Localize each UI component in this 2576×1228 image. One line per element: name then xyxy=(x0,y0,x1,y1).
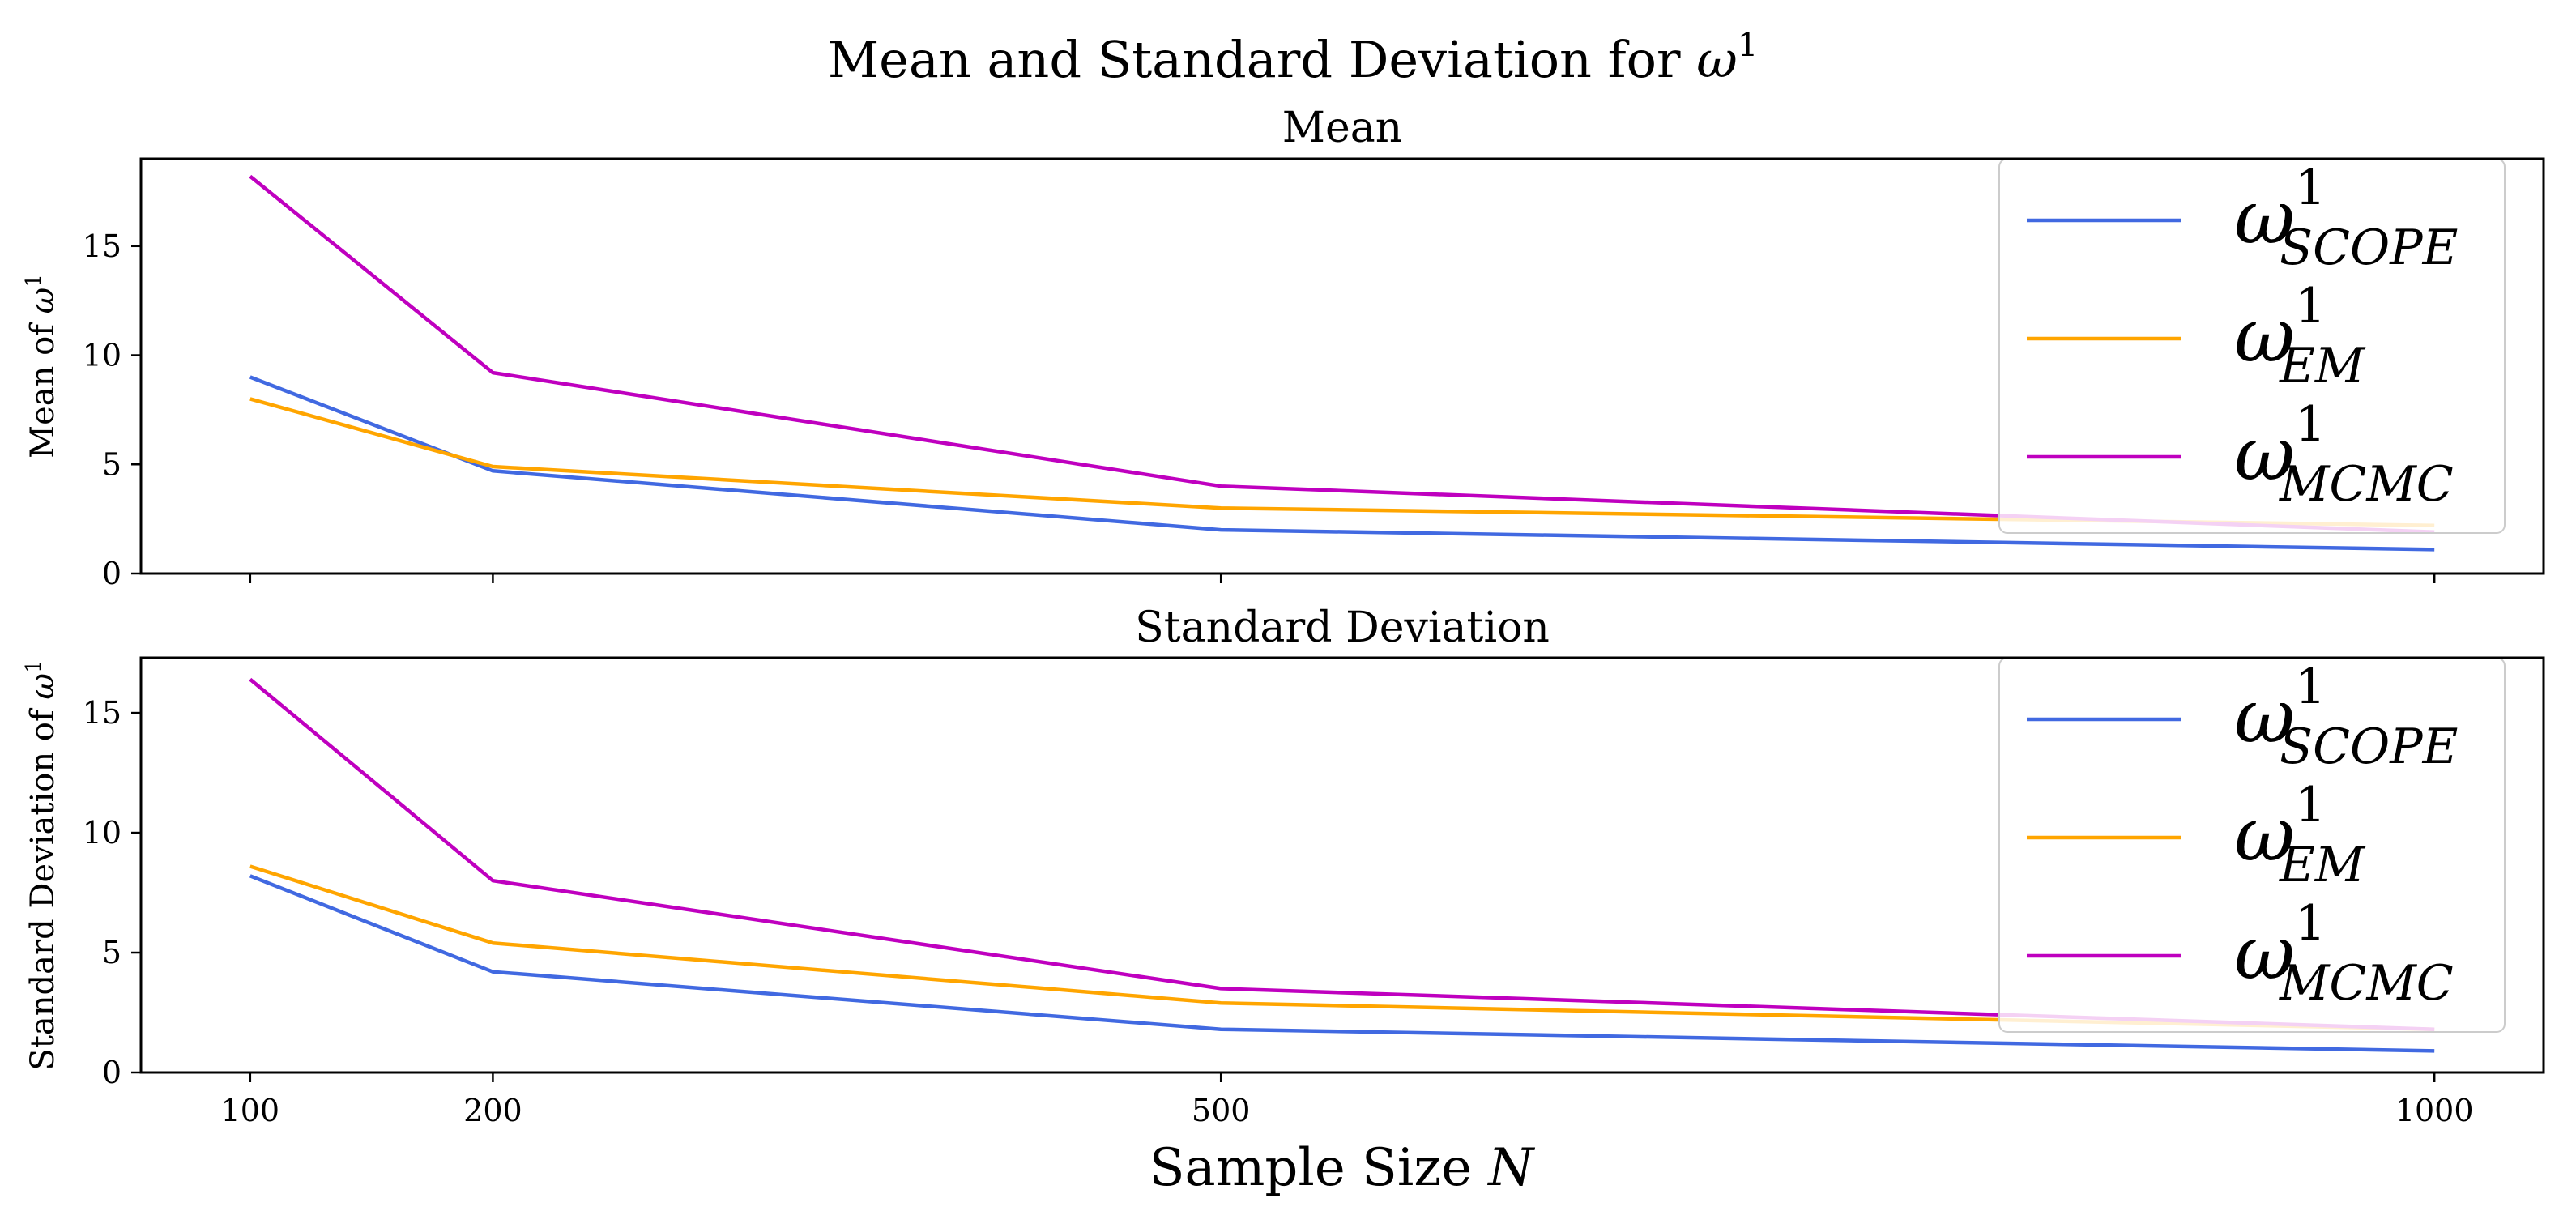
std-series-mcmc-line xyxy=(249,677,2435,1031)
std-y-axis-label-text: Standard Deviation of xyxy=(24,700,62,1071)
mean-legend-em-sup: 1 xyxy=(2295,278,2326,335)
std-y-tick-label: 5 xyxy=(102,935,122,970)
std-legend-em-symbol: ω xyxy=(2234,791,2295,878)
figure-title: Mean and Standard Deviation for ω1 xyxy=(828,27,1759,89)
std-legend-em-sup: 1 xyxy=(2295,777,2326,834)
mean-legend-em-sub: EM xyxy=(2279,338,2366,394)
std-legend-mcmc-label: ω1 MCMC xyxy=(2234,895,2454,1012)
std-x-tick-label: 1000 xyxy=(2395,1093,2474,1128)
std-legend-mcmc-sup: 1 xyxy=(2295,895,2326,952)
mean-legend-scope-symbol: ω xyxy=(2234,174,2295,261)
mean-legend-em-label: ω1 EM xyxy=(2234,278,2366,394)
mean-legend-scope-label: ω1 SCOPE xyxy=(2234,160,2458,276)
mean-series-scope-line xyxy=(249,375,2435,552)
std-legend-scope-symbol: ω xyxy=(2234,673,2295,760)
std-legend-mcmc-symbol: ω xyxy=(2234,910,2295,996)
x-axis-label-symbol: N xyxy=(1486,1138,1535,1198)
mean-panel-title: Mean xyxy=(1282,104,1403,152)
std-legend-em-sub: EM xyxy=(2279,837,2366,893)
mean-legend-em-symbol: ω xyxy=(2234,292,2295,379)
mean-legend-mcmc-symbol: ω xyxy=(2234,411,2295,497)
mean-y-axis-label-text: Mean of xyxy=(24,313,62,458)
mean-legend-mcmc-sub: MCMC xyxy=(2279,456,2454,513)
std-legend-scope-sup: 1 xyxy=(2295,659,2326,715)
mean-series-mcmc-line xyxy=(249,174,2435,535)
std-x-tick-label: 100 xyxy=(221,1093,280,1128)
std-y-axis-label-sup: 1 xyxy=(22,659,46,673)
mean-series-em-line xyxy=(249,397,2435,527)
mean-legend-mcmc-label: ω1 MCMC xyxy=(2234,396,2454,513)
x-axis-label: Sample Size N xyxy=(1149,1138,1536,1198)
figure-title-symbol: ω xyxy=(1696,30,1738,89)
mean-y-axis-label: Mean of ω1 xyxy=(22,274,62,458)
mean-y-tick-label: 15 xyxy=(83,228,122,264)
std-legend-em-label: ω1 EM xyxy=(2234,777,2366,893)
std-panel: Standard Deviation Standard Deviation of … xyxy=(22,603,2545,1128)
std-axes-frame xyxy=(139,656,2545,1074)
std-legend-scope-label: ω1 SCOPE xyxy=(2234,659,2458,775)
mean-y-tick-label: 5 xyxy=(102,446,122,482)
mean-legend-mcmc-sup: 1 xyxy=(2295,396,2326,453)
std-legend-mcmc-sub: MCMC xyxy=(2279,955,2454,1012)
mean-axes-frame xyxy=(139,157,2545,575)
mean-y-axis-label-symbol: ω xyxy=(24,288,62,314)
mean-y-tick-label: 10 xyxy=(83,338,122,373)
std-x-tick-label: 500 xyxy=(1192,1093,1251,1128)
mean-y-tick-label: 0 xyxy=(102,556,122,591)
std-series-scope-line xyxy=(249,874,2435,1053)
std-y-tick-label: 0 xyxy=(102,1055,122,1090)
std-y-tick-label: 10 xyxy=(83,815,122,851)
x-axis-label-text: Sample Size xyxy=(1149,1138,1489,1198)
figure-title-sup: 1 xyxy=(1738,27,1758,64)
mean-legend-scope-sup: 1 xyxy=(2295,160,2326,216)
mean-y-axis-label-sup: 1 xyxy=(22,274,46,288)
std-y-axis-label-symbol: ω xyxy=(24,673,62,700)
mean-legend-scope-sub: SCOPE xyxy=(2280,220,2458,276)
std-panel-title: Standard Deviation xyxy=(1135,603,1550,652)
std-y-tick-label: 15 xyxy=(83,695,122,731)
std-legend-scope-sub: SCOPE xyxy=(2280,718,2458,775)
std-series-em-line xyxy=(249,864,2435,1031)
std-y-axis-label: Standard Deviation of ω1 xyxy=(22,659,62,1070)
figure-title-text: Mean and Standard Deviation for xyxy=(828,30,1697,89)
std-x-tick-label: 200 xyxy=(463,1093,522,1128)
